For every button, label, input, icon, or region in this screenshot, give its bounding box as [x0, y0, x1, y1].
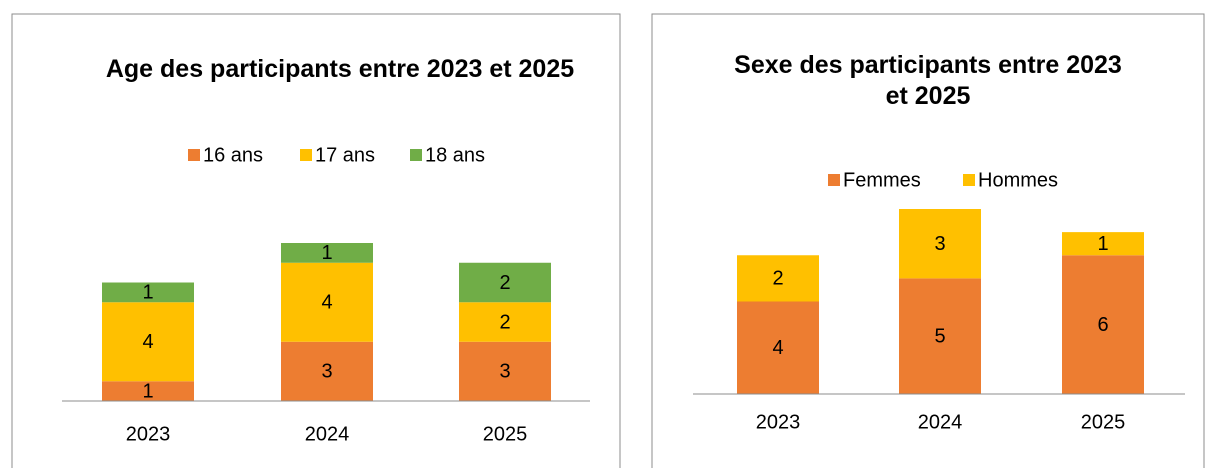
- legend-swatch: [828, 174, 840, 186]
- bar-segment: [102, 282, 194, 303]
- data-label: 1: [142, 282, 153, 304]
- x-tick-label: 2023: [126, 423, 171, 445]
- legend-label: 16 ans: [203, 144, 263, 166]
- data-label: 1: [1097, 233, 1108, 255]
- x-tick-label: 2024: [305, 423, 350, 445]
- data-label: 3: [934, 233, 945, 255]
- data-label: 3: [499, 361, 510, 383]
- bar-segment: [737, 301, 819, 394]
- bar-segment: [1062, 255, 1144, 394]
- data-label: 4: [321, 292, 332, 314]
- bar-segment: [459, 302, 551, 342]
- data-label: 2: [499, 311, 510, 333]
- x-tick-label: 2023: [756, 411, 801, 433]
- bar-segment: [281, 262, 373, 342]
- legend-swatch: [963, 174, 975, 186]
- legend-swatch: [300, 149, 312, 161]
- legend-swatch: [188, 149, 200, 161]
- legend-swatch: [410, 149, 422, 161]
- x-tick-label: 2025: [483, 423, 528, 445]
- data-label: 3: [321, 361, 332, 383]
- bar-segment: [899, 209, 981, 279]
- bar-segment: [459, 262, 551, 303]
- legend-label: 17 ans: [315, 144, 375, 166]
- bar-segment: [102, 302, 194, 382]
- legend-label: Femmes: [843, 169, 921, 191]
- x-tick-label: 2024: [918, 411, 963, 433]
- bar-segment: [899, 278, 981, 394]
- data-label: 5: [934, 325, 945, 347]
- chart-title: Age des participants entre 2023 et 2025: [105, 55, 575, 83]
- legend-label: Hommes: [978, 169, 1058, 191]
- bar-segment: [1062, 232, 1144, 256]
- data-label: 4: [772, 337, 783, 359]
- bar-segment: [281, 243, 373, 263]
- data-label: 4: [142, 331, 153, 353]
- bar-segment: [737, 255, 819, 302]
- chart-title: Sexe des participants entre 2023 et 2025: [734, 51, 1122, 110]
- data-label: 6: [1097, 314, 1108, 336]
- bar-segment: [102, 381, 194, 401]
- data-label: 2: [499, 272, 510, 294]
- data-label: 1: [142, 380, 153, 402]
- legend-label: 18 ans: [425, 144, 485, 166]
- bar-segment: [281, 341, 373, 401]
- bar-segment: [459, 341, 551, 401]
- x-tick-label: 2025: [1081, 411, 1126, 433]
- data-label: 1: [321, 242, 332, 264]
- data-label: 2: [772, 268, 783, 290]
